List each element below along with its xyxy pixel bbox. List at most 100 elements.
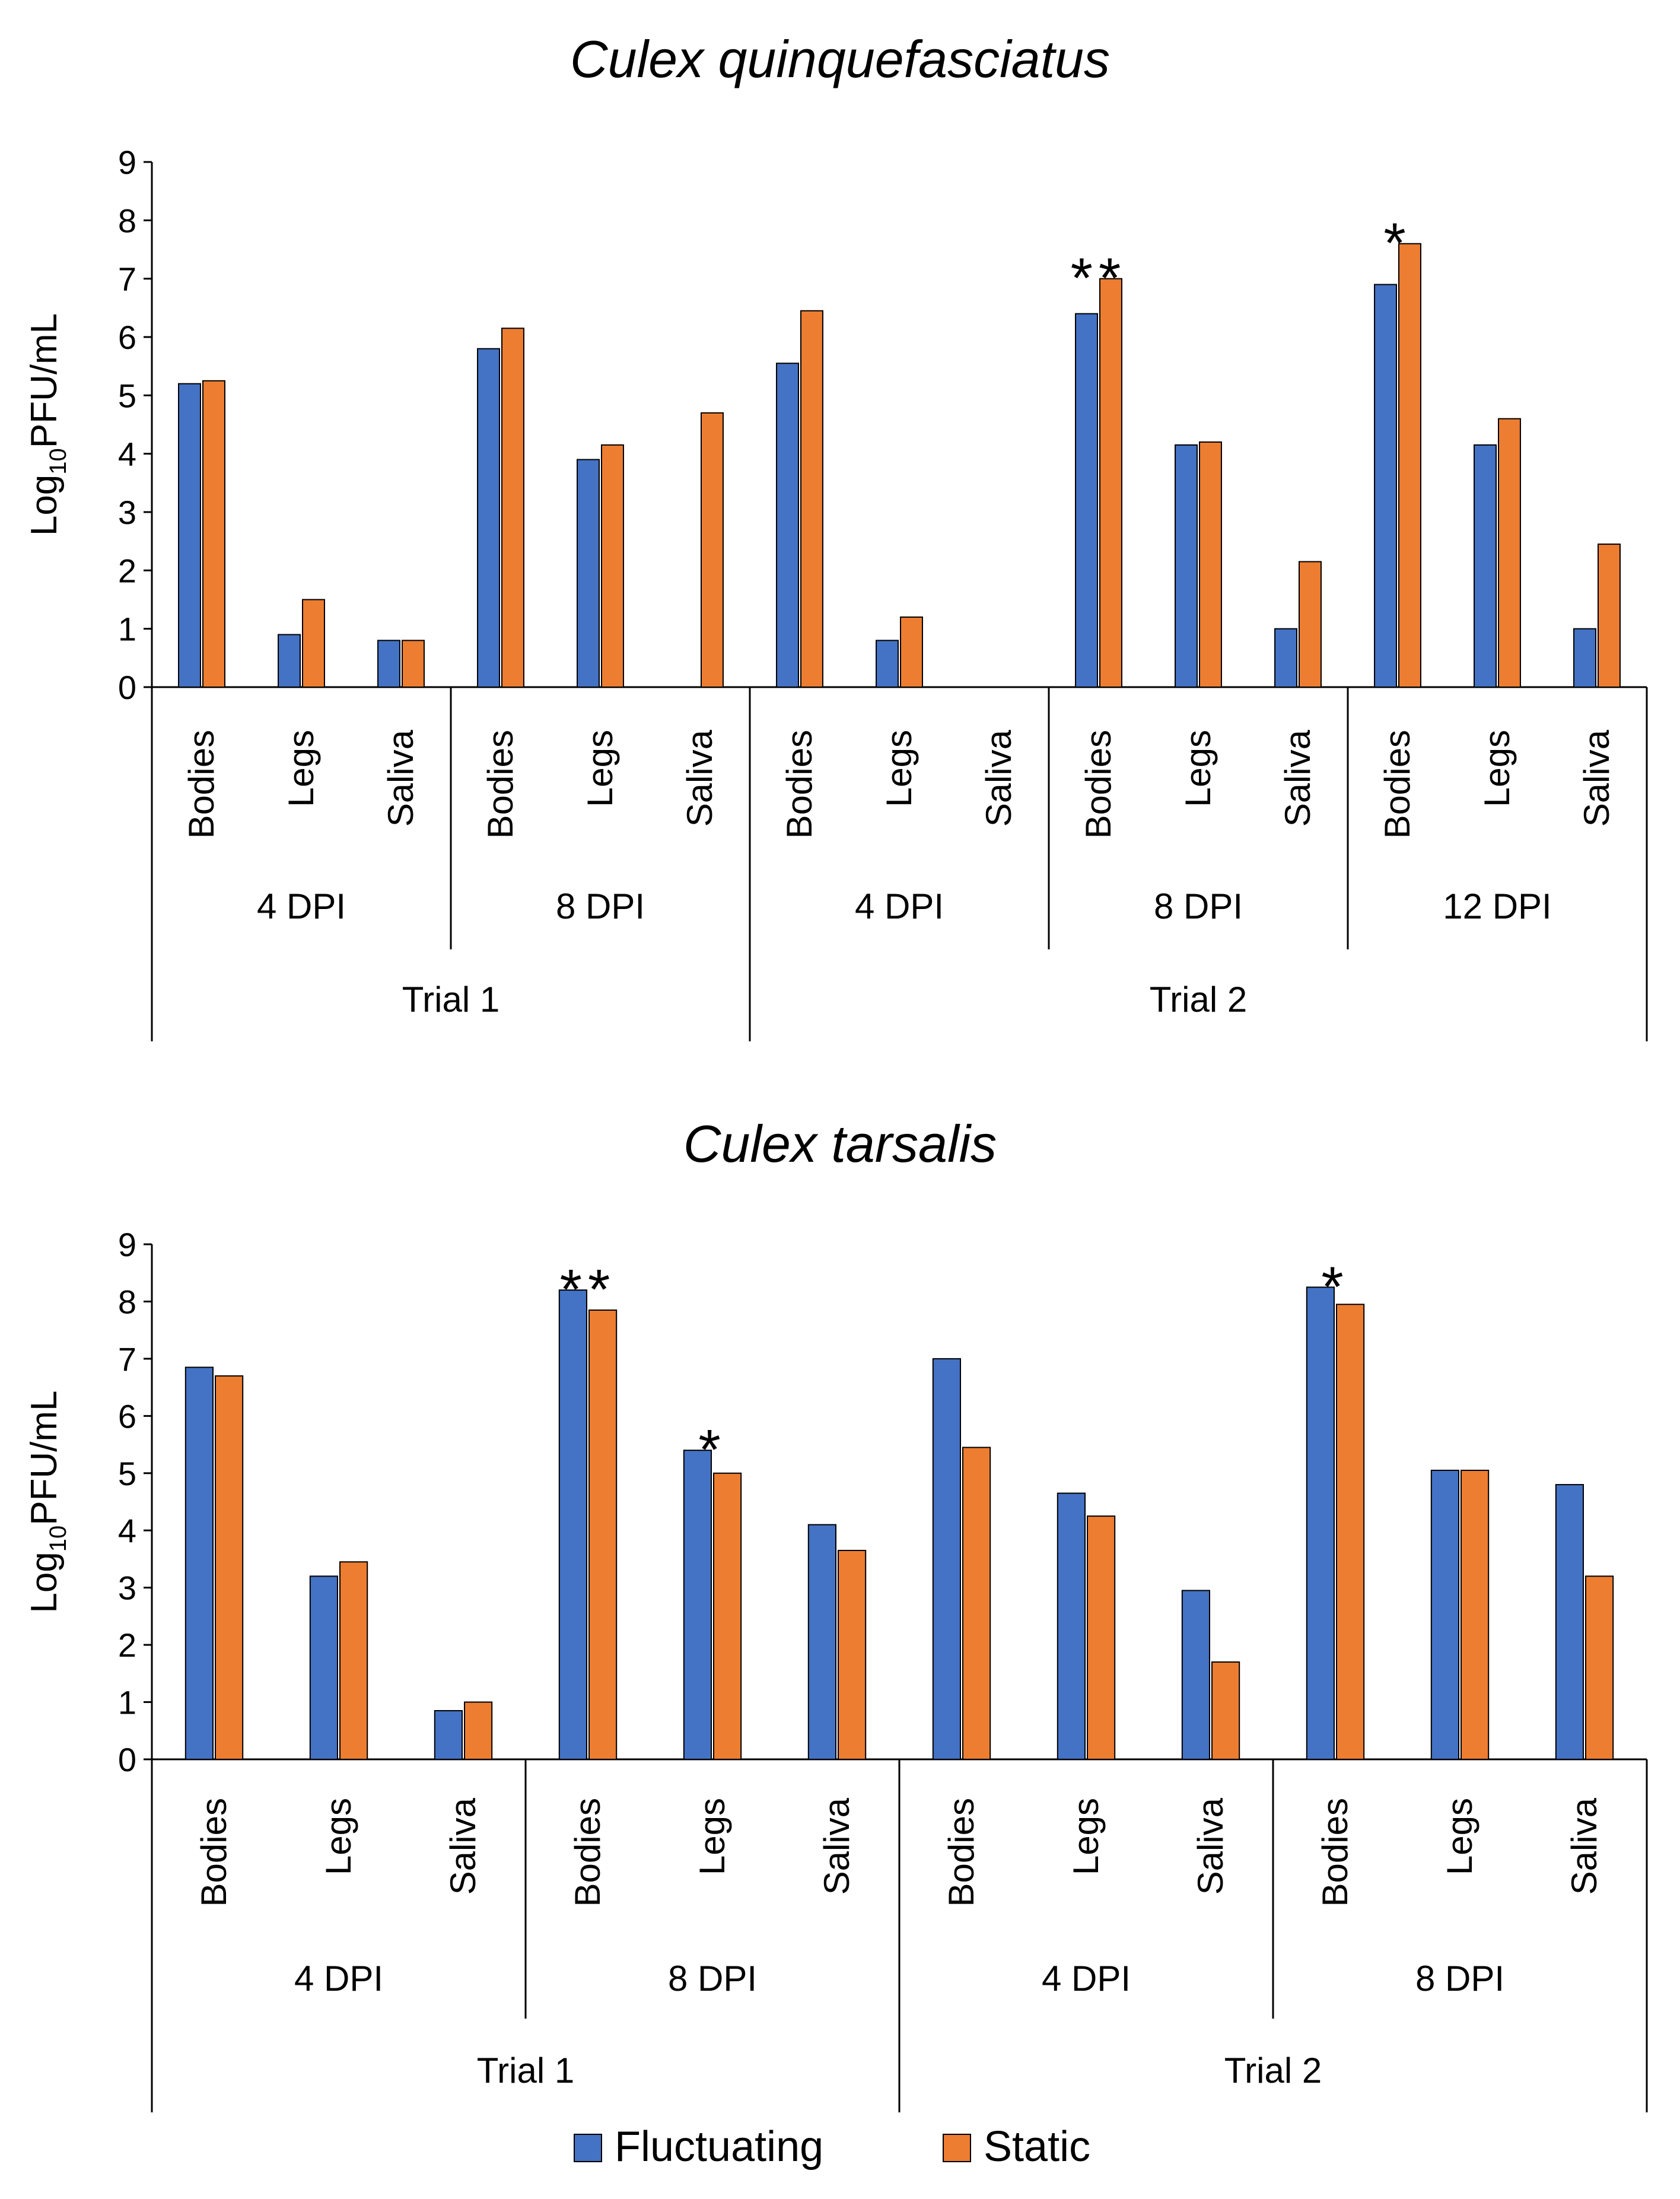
trial-group-label: Trial 2	[1150, 980, 1247, 1019]
y-tick-label: 9	[118, 1226, 136, 1263]
bar-static	[838, 1549, 867, 1760]
trial-group-label: Trial 1	[402, 980, 499, 1019]
legend: Fluctuating Static	[574, 2123, 1090, 2171]
y-axis-label-base: Log	[24, 475, 65, 536]
bar-fluctuating	[683, 1450, 712, 1760]
bar-fluctuating	[1175, 444, 1198, 688]
bar-static	[1336, 1304, 1365, 1760]
bar-fluctuating	[377, 640, 400, 688]
bar-fluctuating	[477, 348, 500, 688]
y-tick-label: 7	[118, 260, 136, 298]
bar-fluctuating	[558, 1289, 587, 1760]
significance-marker: *	[1321, 1255, 1349, 1318]
bar-fluctuating	[184, 1367, 214, 1760]
bar-fluctuating	[1573, 628, 1597, 688]
bar-static	[1299, 561, 1322, 688]
bar-static	[1087, 1515, 1116, 1760]
significance-marker: **	[560, 1258, 616, 1321]
category-label: Legs	[1066, 1798, 1106, 1875]
bar-static	[1585, 1575, 1614, 1760]
y-axis-label-unit: PFU/mL	[24, 1390, 65, 1525]
bar-static	[402, 640, 425, 688]
bar-fluctuating	[1555, 1484, 1584, 1760]
chart-title: Culex tarsalis	[683, 1114, 997, 1173]
y-tick-label: 6	[118, 1397, 136, 1435]
bar-static	[339, 1561, 368, 1760]
y-tick-label: 2	[118, 1626, 136, 1664]
category-label: Bodies	[941, 1798, 981, 1906]
bar-static	[1498, 418, 1521, 688]
bar-static	[1199, 441, 1222, 688]
category-label: Legs	[1440, 1798, 1479, 1875]
bar-fluctuating	[776, 363, 800, 688]
legend-label-fluctuating: Fluctuating	[615, 2123, 823, 2171]
bar-fluctuating	[876, 640, 899, 688]
bar-static	[1211, 1661, 1240, 1760]
y-axis-label-sub: 10	[45, 1526, 71, 1552]
bar-fluctuating	[178, 383, 202, 688]
legend-swatch-fluctuating	[574, 2134, 602, 2162]
bar-fluctuating	[1374, 284, 1398, 688]
y-tick-label: 6	[118, 319, 136, 356]
dpi-group-label: 4 DPI	[294, 1959, 383, 1998]
category-label: Legs	[319, 1798, 358, 1875]
category-label: Bodies	[779, 730, 819, 838]
dpi-group-label: 4 DPI	[855, 886, 944, 926]
y-tick-label: 3	[118, 494, 136, 531]
bar-static	[713, 1472, 742, 1761]
y-tick-label: 1	[118, 611, 136, 648]
chart-title: Culex quinquefasciatus	[570, 30, 1110, 88]
bar-fluctuating	[1474, 444, 1497, 688]
bar-static	[601, 444, 624, 688]
category-label: Saliva	[817, 1797, 857, 1895]
trial-group-label: Trial 2	[1224, 2051, 1322, 2090]
category-label: Bodies	[568, 1798, 607, 1906]
category-label: Bodies	[1078, 730, 1118, 838]
dpi-group-label: 8 DPI	[1415, 1959, 1504, 1998]
category-label: Legs	[879, 730, 919, 807]
category-label: Saliva	[1577, 729, 1617, 827]
y-tick-label: 4	[118, 436, 136, 473]
category-label: Bodies	[481, 730, 520, 838]
trial-group-label: Trial 1	[477, 2051, 574, 2090]
bar-static	[215, 1375, 244, 1761]
bar-static	[1099, 278, 1122, 688]
y-tick-label: 7	[118, 1340, 136, 1378]
dpi-group-label: 4 DPI	[1042, 1959, 1131, 1998]
y-axis-label: Log10PFU/mL	[24, 1390, 71, 1613]
bar-fluctuating	[807, 1524, 837, 1761]
significance-marker: *	[698, 1418, 726, 1482]
category-label: Saliva	[381, 729, 421, 827]
category-label: Legs	[281, 730, 321, 807]
category-label: Legs	[692, 1798, 732, 1875]
bar-fluctuating	[932, 1358, 962, 1760]
category-label: Legs	[1477, 730, 1517, 807]
category-label: Legs	[580, 730, 620, 807]
bar-fluctuating	[1274, 628, 1298, 688]
y-axis-label-sub: 10	[45, 448, 71, 475]
bar-static	[501, 328, 524, 688]
y-tick-label: 5	[118, 377, 136, 414]
y-tick-label: 1	[118, 1684, 136, 1721]
category-label: Bodies	[1377, 730, 1417, 838]
bar-static	[588, 1309, 618, 1760]
bar-fluctuating	[434, 1710, 463, 1760]
y-axis-label-base: Log	[24, 1552, 65, 1613]
dpi-group-label: 8 DPI	[1154, 886, 1243, 926]
bar-static	[202, 380, 225, 688]
significance-marker: *	[1383, 212, 1411, 275]
bar-fluctuating	[1430, 1469, 1460, 1760]
y-tick-label: 4	[118, 1512, 136, 1549]
bar-static	[701, 412, 724, 688]
y-tick-label: 0	[118, 669, 136, 706]
bar-fluctuating	[1306, 1286, 1335, 1760]
bar-static	[1398, 243, 1421, 688]
category-label: Legs	[1178, 730, 1218, 807]
category-label: Saliva	[1278, 729, 1318, 827]
bar-fluctuating	[1075, 313, 1099, 688]
category-label: Bodies	[1315, 1798, 1355, 1906]
category-label: Bodies	[182, 730, 221, 838]
bar-static	[800, 310, 823, 688]
